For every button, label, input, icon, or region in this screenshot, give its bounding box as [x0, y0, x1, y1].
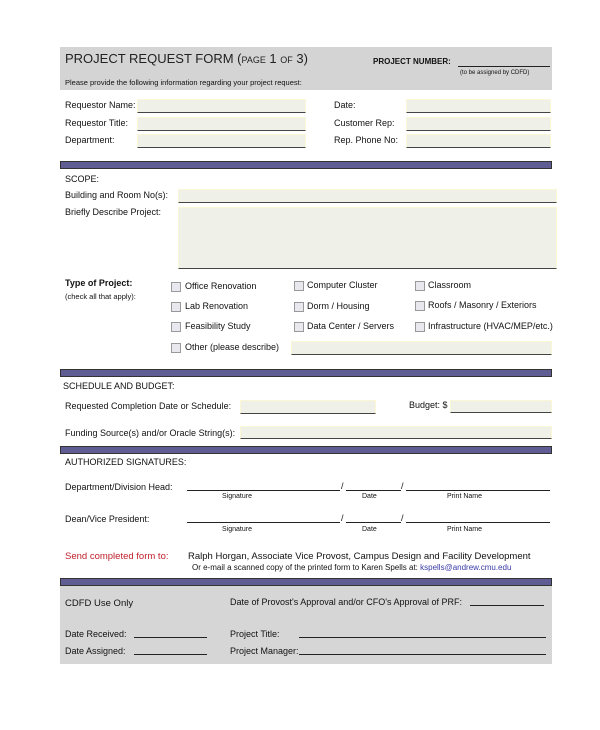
option-label: Office Renovation [185, 281, 257, 291]
funding-label: Funding Source(s) and/or Oracle String(s… [65, 428, 236, 438]
date-caption: Date [362, 493, 377, 500]
slash: / [401, 513, 404, 523]
customer-rep-field[interactable] [406, 117, 551, 131]
department-label: Department: [65, 135, 115, 145]
approval-label: Date of Provost's Approval and/or CFO's … [230, 597, 463, 607]
dept-head-label: Department/Division Head: [65, 482, 173, 492]
slash: / [401, 481, 404, 491]
project-manager-line[interactable] [299, 654, 546, 655]
budget-label: Budget: $ [409, 400, 448, 410]
requestor-title-label: Requestor Title: [65, 118, 129, 128]
dean-vp-label: Dean/Vice President: [65, 514, 150, 524]
checkbox-lab-renovation[interactable] [171, 302, 181, 312]
date-received-line[interactable] [134, 637, 207, 638]
checkbox-other[interactable] [171, 343, 181, 353]
page-title: PROJECT REQUEST FORM (page 1 of 3) [65, 51, 308, 66]
checkbox-dorm-housing[interactable] [294, 302, 304, 312]
date-field[interactable] [406, 99, 551, 113]
checkbox-computer-cluster[interactable] [294, 281, 304, 291]
checkbox-feasibility-study[interactable] [171, 322, 181, 332]
project-number-note: (to be assigned by CDFD) [460, 70, 530, 76]
project-number-field[interactable] [458, 66, 550, 67]
option-label: Other (please describe) [185, 342, 280, 352]
type-of-project-note: (check all that apply): [65, 292, 136, 301]
funding-field[interactable] [240, 426, 552, 439]
email-text: Or e-mail a scanned copy of the printed … [192, 563, 418, 572]
dept-head-print-name-line[interactable] [406, 490, 550, 491]
signatures-heading: AUTHORIZED SIGNATURES: [65, 457, 187, 467]
signature-caption: Signature [222, 493, 252, 500]
dept-head-date-line[interactable] [346, 490, 401, 491]
checkbox-classroom[interactable] [415, 281, 425, 291]
dean-signature-line[interactable] [187, 522, 340, 523]
checkbox-data-center[interactable] [294, 322, 304, 332]
cdfd-heading: CDFD Use Only [65, 598, 134, 609]
dean-print-name-line[interactable] [406, 522, 550, 523]
option-label: Feasibility Study [185, 321, 251, 331]
rep-phone-field[interactable] [406, 134, 551, 148]
cdfd-box [60, 586, 552, 664]
customer-rep-label: Customer Rep: [334, 118, 395, 128]
building-field[interactable] [178, 189, 557, 203]
email-link[interactable]: kspells@andrew.cmu.edu [420, 563, 512, 572]
print-name-caption: Print Name [447, 493, 483, 500]
print-name-caption: Print Name [447, 526, 483, 533]
checkbox-roofs-masonry[interactable] [415, 301, 425, 311]
form-header [60, 47, 552, 90]
budget-field[interactable] [450, 400, 552, 413]
schedule-heading: SCHEDULE AND BUDGET: [63, 381, 175, 391]
completion-field[interactable] [240, 400, 376, 414]
project-number-label: PROJECT NUMBER: [373, 57, 451, 66]
dean-date-line[interactable] [346, 522, 401, 523]
option-label: Roofs / Masonry / Exteriors [428, 300, 537, 310]
instructions: Please provide the following information… [65, 78, 302, 87]
option-label: Infrastructure (HVAC/MEP/etc.) [428, 321, 553, 331]
other-describe-field[interactable] [291, 341, 552, 355]
date-label: Date: [334, 100, 356, 110]
section-divider [60, 578, 552, 586]
describe-label: Briefly Describe Project: [65, 207, 162, 217]
section-divider [60, 446, 552, 454]
checkbox-infrastructure[interactable] [415, 322, 425, 332]
approval-date-line[interactable] [470, 605, 544, 606]
requestor-name-field[interactable] [137, 99, 306, 113]
completion-label: Requested Completion Date or Schedule: [65, 401, 232, 411]
section-divider [60, 161, 552, 169]
slash: / [341, 481, 344, 491]
date-assigned-label: Date Assigned: [65, 646, 126, 656]
email-instructions: Or e-mail a scanned copy of the printed … [192, 563, 511, 572]
option-label: Classroom [428, 280, 472, 290]
checkbox-office-renovation[interactable] [171, 282, 181, 292]
send-recipient: Ralph Horgan, Associate Vice Provost, Ca… [188, 551, 531, 562]
type-of-project-label: Type of Project: [65, 278, 133, 288]
option-label: Computer Cluster [307, 280, 378, 290]
slash: / [341, 513, 344, 523]
scope-heading: SCOPE: [65, 174, 100, 184]
date-received-label: Date Received: [65, 629, 127, 639]
option-label: Data Center / Servers [307, 321, 395, 331]
date-caption: Date [362, 526, 377, 533]
department-field[interactable] [137, 134, 306, 148]
option-label: Lab Renovation [185, 301, 249, 311]
date-assigned-line[interactable] [134, 654, 207, 655]
project-title-line[interactable] [299, 637, 546, 638]
rep-phone-label: Rep. Phone No: [334, 135, 399, 145]
requestor-title-field[interactable] [137, 117, 306, 131]
project-manager-label: Project Manager: [230, 646, 299, 656]
send-label: Send completed form to: [65, 551, 169, 562]
building-label: Building and Room No(s): [65, 190, 169, 200]
describe-project-field[interactable] [178, 207, 557, 269]
section-divider [60, 369, 552, 377]
option-label: Dorm / Housing [307, 301, 370, 311]
signature-caption: Signature [222, 526, 252, 533]
dept-head-signature-line[interactable] [187, 490, 340, 491]
requestor-name-label: Requestor Name: [65, 100, 136, 110]
project-title-label: Project Title: [230, 629, 280, 639]
